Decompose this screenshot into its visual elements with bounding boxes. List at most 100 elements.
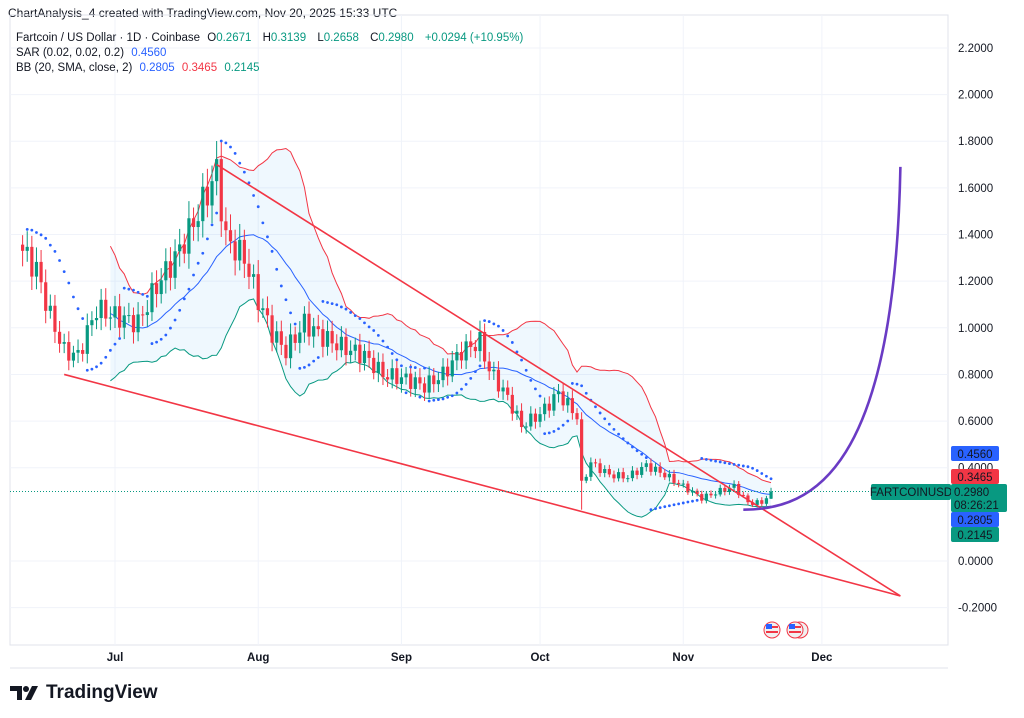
symbol-title[interactable]: Fartcoin / US Dollar · 1D · Coinbase xyxy=(16,32,201,44)
candle xyxy=(450,350,454,383)
candle xyxy=(228,214,233,254)
candle-body xyxy=(127,315,131,317)
candle-body xyxy=(131,315,136,333)
candle xyxy=(307,301,311,346)
candle xyxy=(321,319,325,358)
drawings[interactable] xyxy=(10,163,948,597)
candle-body xyxy=(681,483,685,485)
candle xyxy=(418,368,422,390)
candle xyxy=(612,470,616,483)
candle xyxy=(159,268,163,304)
candle-body xyxy=(515,410,519,414)
sar-dot xyxy=(700,457,704,460)
candle xyxy=(432,368,436,393)
sar-dot xyxy=(303,365,306,369)
sar-dot xyxy=(723,461,727,465)
candle-body xyxy=(367,350,371,358)
candle-body xyxy=(344,336,348,356)
sar-dot xyxy=(626,441,630,445)
candle-body xyxy=(469,341,473,347)
sar-dot xyxy=(432,398,436,402)
candle xyxy=(575,408,579,425)
bb-label[interactable]: BB (20, SMA, close, 2) xyxy=(16,62,133,74)
candle-body xyxy=(252,274,256,277)
candle xyxy=(238,223,242,271)
candle-body xyxy=(741,494,745,496)
candle xyxy=(399,368,404,393)
candle-body xyxy=(510,394,514,414)
sar-dot xyxy=(478,364,482,368)
sar-dot xyxy=(547,431,551,435)
candle-body xyxy=(182,244,186,254)
candle xyxy=(409,364,413,397)
last-price-text: 0.2980 xyxy=(954,487,989,499)
candle-body xyxy=(492,369,496,372)
candle-body xyxy=(159,280,163,295)
candle-body xyxy=(196,221,200,228)
tradingview-logo[interactable]: TradingView xyxy=(10,682,158,704)
candle-body xyxy=(593,462,598,464)
sar-dot xyxy=(737,463,741,467)
candle xyxy=(30,235,34,291)
candle xyxy=(210,165,214,224)
candle xyxy=(182,233,186,264)
candle xyxy=(732,480,736,491)
candle xyxy=(224,207,228,246)
us-flag-event-icon[interactable] xyxy=(763,621,781,639)
candle xyxy=(191,207,196,241)
candle xyxy=(478,320,482,362)
sar-dot xyxy=(483,319,486,323)
candle xyxy=(570,390,574,420)
us-flag-event-icon[interactable] xyxy=(786,621,809,639)
candle-body xyxy=(737,483,741,495)
candle-body xyxy=(270,315,274,343)
candle xyxy=(469,330,473,358)
sar-dot xyxy=(104,355,108,359)
candle xyxy=(76,339,80,364)
sar-dot xyxy=(404,391,408,395)
candle-body xyxy=(330,331,334,344)
sar-dot xyxy=(469,376,473,380)
candle-body xyxy=(695,490,699,495)
candle xyxy=(603,465,607,478)
time-axis[interactable]: Jul Aug Sep Oct Nov Dec xyxy=(107,652,833,664)
sar-dot xyxy=(275,267,279,271)
candle xyxy=(108,306,112,331)
sar-dot xyxy=(672,503,676,507)
sar-dot xyxy=(561,423,565,427)
candle xyxy=(640,462,644,478)
sar-dot xyxy=(413,366,417,369)
candle-body xyxy=(99,299,103,319)
candle xyxy=(427,366,431,399)
sar-dot xyxy=(644,456,648,459)
sar-dot xyxy=(691,499,694,503)
sar-dot xyxy=(390,352,394,355)
projection-curve[interactable] xyxy=(743,166,902,511)
candle xyxy=(593,458,598,468)
sar-dot xyxy=(127,287,131,291)
upper-trendline[interactable] xyxy=(216,163,901,597)
candle-body xyxy=(663,472,667,478)
candle-body xyxy=(566,398,570,406)
candle xyxy=(496,361,501,398)
sar-dot xyxy=(566,419,570,423)
candle-body xyxy=(353,344,357,351)
candle-body xyxy=(399,377,404,384)
candle-body xyxy=(473,346,477,352)
sar-dot xyxy=(187,287,191,291)
close-label: C xyxy=(370,32,379,44)
candle xyxy=(566,391,570,413)
tradingview-logo-icon xyxy=(10,686,38,700)
lower-trendline[interactable] xyxy=(63,373,901,597)
sar-dot xyxy=(85,368,89,372)
candle-body xyxy=(570,398,574,414)
candle xyxy=(81,343,85,362)
candle xyxy=(99,288,103,331)
sar-label[interactable]: SAR (0.02, 0.02, 0.2) xyxy=(16,47,125,59)
sar-dot xyxy=(497,324,500,328)
candle xyxy=(446,358,450,386)
sar-dot xyxy=(395,358,399,362)
candle xyxy=(71,345,76,368)
events[interactable] xyxy=(763,621,809,639)
